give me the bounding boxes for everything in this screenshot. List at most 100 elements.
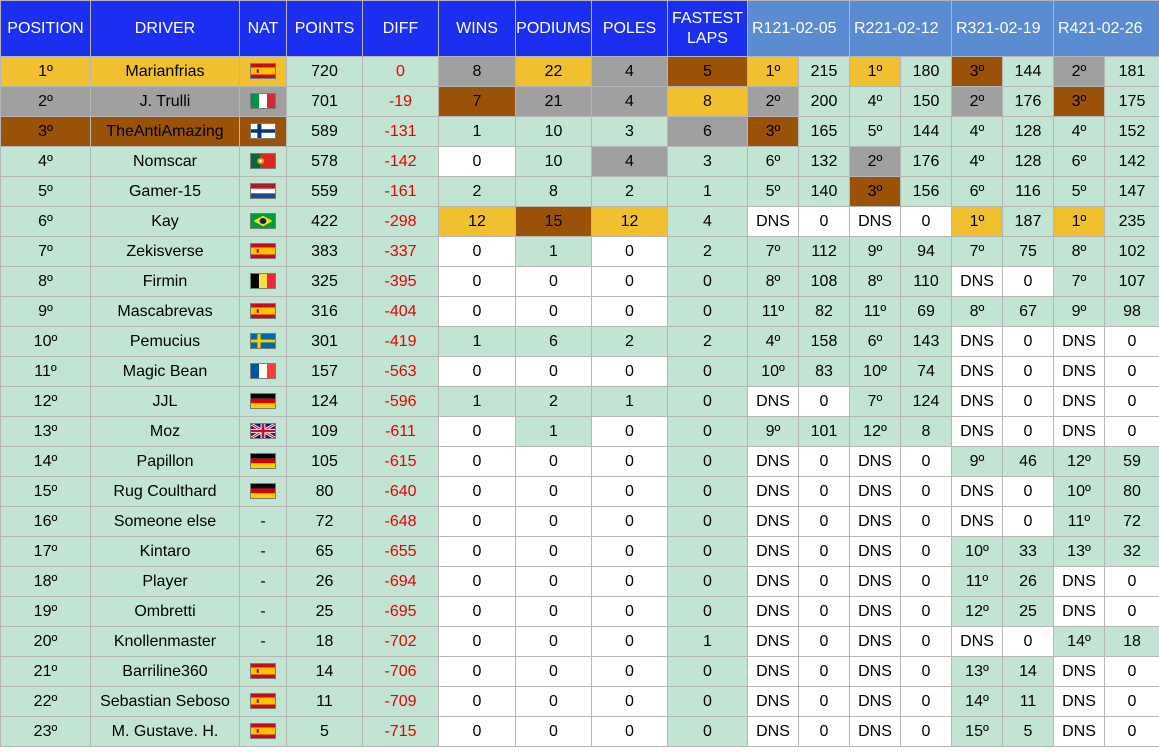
nationality-cell	[239, 686, 287, 717]
position-cell: 3º	[0, 116, 91, 147]
nationality-cell: -	[239, 626, 287, 657]
table-row[interactable]: 17º Kintaro -65 -655 0 0 0 0 DNS 0 DNS 0 10º 33 13º 32	[0, 536, 1159, 567]
position-cell: 1º	[0, 56, 91, 87]
race-3-position: DNS	[951, 476, 1003, 507]
table-row[interactable]: 7º Zekisverse 383 -337 0 1 0 2 7º 112 9º 94 7º 75 8º 10…	[0, 236, 1159, 267]
poles-cell: 2	[591, 176, 668, 207]
flag-germany-icon	[250, 483, 276, 500]
fastest-laps-cell: 0	[667, 386, 748, 417]
table-row[interactable]: 8º Firmin 325 -395 0 0 0 0 8º 108 8º 110 DNS 0 7º 107	[0, 266, 1159, 297]
wins-cell: 0	[438, 146, 516, 177]
header-points[interactable]: POINTS	[286, 0, 363, 57]
points-cell: 301	[286, 326, 363, 357]
table-row[interactable]: 22º Sebastian Seboso 11 -709 0 0 0 0 DNS 0 DNS 0 14º…	[0, 686, 1159, 717]
race-2-position: 12º	[849, 416, 901, 447]
race-3-points: 128	[1002, 116, 1054, 147]
points-cell: 18	[286, 626, 363, 657]
race-4-points: 107	[1104, 266, 1159, 297]
nationality-cell	[239, 86, 287, 117]
race-4-points: 0	[1104, 656, 1159, 687]
table-row[interactable]: 16º Someone else -72 -648 0 0 0 0 DNS 0 DNS 0 DNS 0 11…	[0, 506, 1159, 537]
table-row[interactable]: 18º Player -26 -694 0 0 0 0 DNS 0 DNS 0 11º 26 DNS 0	[0, 566, 1159, 597]
points-cell: 11	[286, 686, 363, 717]
table-row[interactable]: 4º Nomscar 578 -142 0 10 4 3 6º 132 2º 176 4º 128 6º 14…	[0, 146, 1159, 177]
header-poles[interactable]: POLES	[591, 0, 668, 57]
race-4-position: DNS	[1053, 416, 1105, 447]
header-podiums[interactable]: PODIUMS	[515, 0, 592, 57]
table-row[interactable]: 20º Knollenmaster -18 -702 0 0 0 1 DNS 0 DNS 0 DNS 0 1…	[0, 626, 1159, 657]
race-2-points: 0	[900, 686, 952, 717]
table-row[interactable]: 3º TheAntiAmazing 589 -131 1 10 3 6 3º 165 5º 144 4º…	[0, 116, 1159, 147]
table-row[interactable]: 14º Papillon 105 -615 0 0 0 0 DNS 0 DNS 0 9º 46 12º 59	[0, 446, 1159, 477]
race-1-position: 8º	[747, 266, 799, 297]
wins-cell: 0	[438, 656, 516, 687]
race-1-position: 2º	[747, 86, 799, 117]
nationality-cell	[239, 56, 287, 87]
table-row[interactable]: 19º Ombretti -25 -695 0 0 0 0 DNS 0 DNS 0 12º 25 DNS 0	[0, 596, 1159, 627]
table-row[interactable]: 5º Gamer-15 559 -161 2 8 2 1 5º 140 3º 156 6º 116 5º 14…	[0, 176, 1159, 207]
header-nat[interactable]: NAT	[239, 0, 287, 57]
header-wins[interactable]: WINS	[438, 0, 516, 57]
race-3-points: 5	[1002, 716, 1054, 747]
race-3-position: 7º	[951, 236, 1003, 267]
race-3-points: 128	[1002, 146, 1054, 177]
table-row[interactable]: 23º M. Gustave. H. 5 -715 0 0 0 0 DNS 0 DNS 0 15º 5 DN…	[0, 716, 1159, 747]
header-diff[interactable]: DIFF	[362, 0, 439, 57]
fastest-laps-cell: 1	[667, 176, 748, 207]
race-1-points: 140	[798, 176, 850, 207]
race-2-position: DNS	[849, 566, 901, 597]
position-cell: 14º	[0, 446, 91, 477]
table-row[interactable]: 13º Moz 109 -611 0 1 0 0 9º 101 12º 8 DNS 0 DNS 0	[0, 416, 1159, 447]
header-race-2[interactable]: R221-02-12	[849, 0, 952, 57]
wins-cell: 0	[438, 446, 516, 477]
race-2-position: 3º	[849, 176, 901, 207]
nationality-cell	[239, 326, 287, 357]
table-row[interactable]: 9º Mascabrevas 316 -404 0 0 0 0 11º 82 11º 69 8º 67 9º…	[0, 296, 1159, 327]
header-race-1[interactable]: R121-02-05	[747, 0, 850, 57]
podiums-cell: 22	[515, 56, 592, 87]
race-1-points: 200	[798, 86, 850, 117]
table-row[interactable]: 1º Marianfrias 720 0 8 22 4 5 1º 215 1º 180 3º 144 2º 1…	[0, 56, 1159, 87]
header-driver[interactable]: DRIVER	[90, 0, 240, 57]
position-cell: 11º	[0, 356, 91, 387]
driver-name: Someone else	[90, 506, 240, 537]
header-race-3[interactable]: R321-02-19	[951, 0, 1054, 57]
table-row[interactable]: 2º J. Trulli 701 -19 7 21 4 8 2º 200 4º 150 2º 176 3º 1…	[0, 86, 1159, 117]
podiums-cell: 0	[515, 596, 592, 627]
flag-brazil-icon	[250, 213, 276, 230]
flag-sweden-icon	[250, 333, 276, 350]
table-row[interactable]: 21º Barriline360 14 -706 0 0 0 0 DNS 0 DNS 0 13º 14 DN…	[0, 656, 1159, 687]
race-1-points: 0	[798, 536, 850, 567]
wins-cell: 0	[438, 296, 516, 327]
race-2-position: 1º	[849, 56, 901, 87]
fastest-laps-cell: 5	[667, 56, 748, 87]
race-4-points: 0	[1104, 596, 1159, 627]
fastest-laps-cell: 0	[667, 536, 748, 567]
race-4-position: 11º	[1053, 506, 1105, 537]
race-1-position: DNS	[747, 446, 799, 477]
points-cell: 316	[286, 296, 363, 327]
table-row[interactable]: 12º JJL 124 -596 1 2 1 0 DNS 0 7º 124 DNS 0 DNS 0	[0, 386, 1159, 417]
table-row[interactable]: 10º Pemucius 301 -419 1 6 2 2 4º 158 6º 143 DNS 0 DNS 0	[0, 326, 1159, 357]
header-fastest-laps[interactable]: FASTEST LAPS	[667, 0, 748, 57]
flag-uk-icon	[250, 423, 276, 440]
driver-name: Marianfrias	[90, 56, 240, 87]
race-2-points: 94	[900, 236, 952, 267]
table-row[interactable]: 11º Magic Bean 157 -563 0 0 0 0 10º 83 10º 74 DNS 0 DN…	[0, 356, 1159, 387]
fastest-laps-cell: 6	[667, 116, 748, 147]
race-1-position: 4º	[747, 326, 799, 357]
poles-cell: 0	[591, 686, 668, 717]
diff-cell: -161	[362, 176, 439, 207]
header-race-4[interactable]: R421-02-26	[1053, 0, 1159, 57]
nationality-cell	[239, 236, 287, 267]
race-4-points: 59	[1104, 446, 1159, 477]
wins-cell: 0	[438, 716, 516, 747]
race-3-position: 6º	[951, 176, 1003, 207]
race-1-position: DNS	[747, 716, 799, 747]
race-3-points: 0	[1002, 626, 1054, 657]
points-cell: 26	[286, 566, 363, 597]
table-row[interactable]: 15º Rug Coulthard 80 -640 0 0 0 0 DNS 0 DNS 0 DNS 0 10…	[0, 476, 1159, 507]
table-row[interactable]: 6º Kay 422 -298 12 15 12 4 DNS 0 DNS 0 1º 187 1º 235	[0, 206, 1159, 237]
header-position[interactable]: POSITION	[0, 0, 91, 57]
poles-cell: 12	[591, 206, 668, 237]
